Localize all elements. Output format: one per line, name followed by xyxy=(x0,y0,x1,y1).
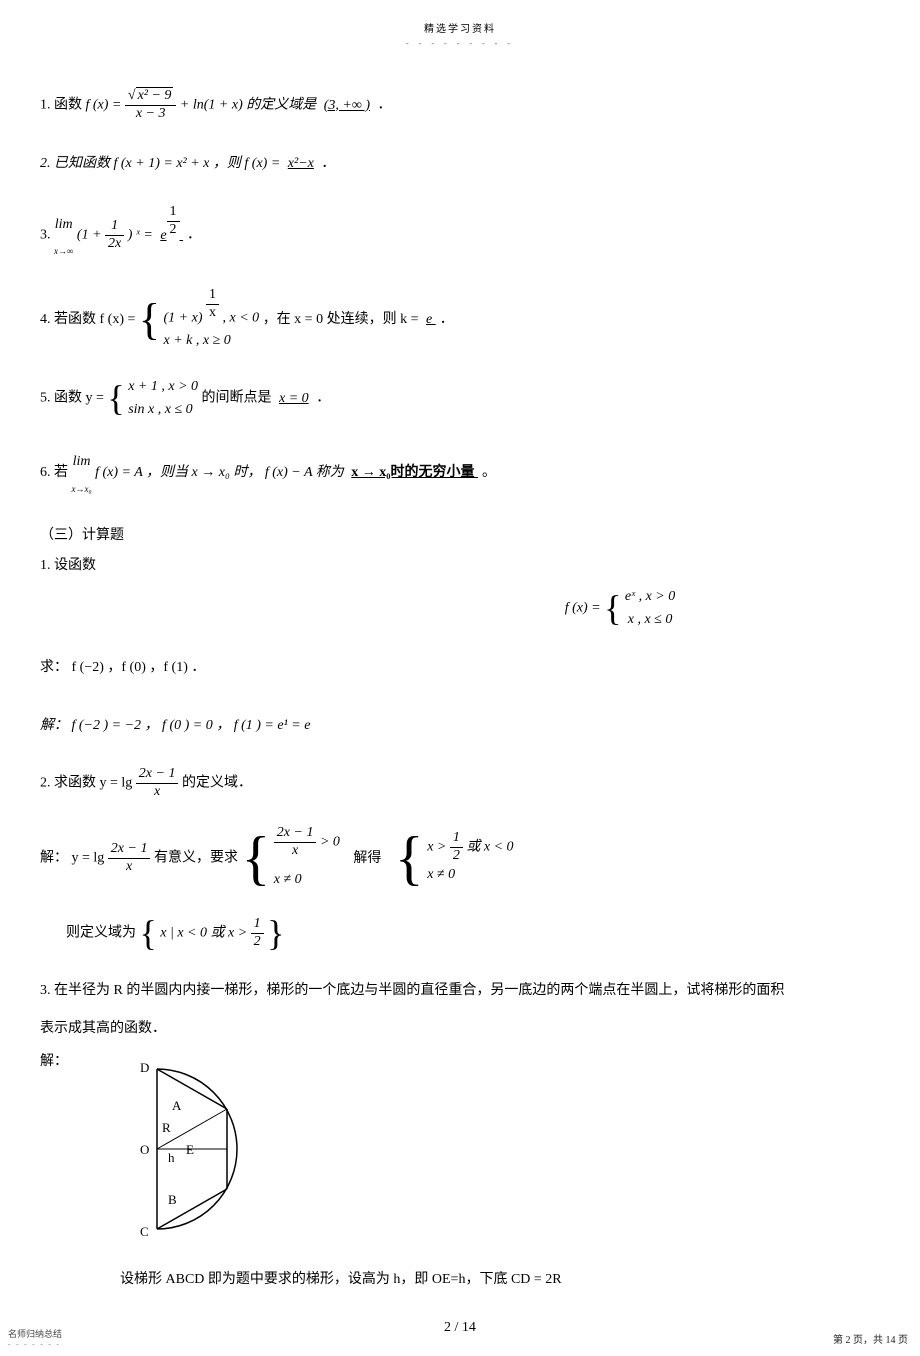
c2-label: 2. 求函数 y = lg xyxy=(40,776,136,791)
p5-end: ． xyxy=(316,391,330,406)
calc-1-solution: 解： f (−2 ) = −2 ， f (0 ) = 0 ， f (1 ) = … xyxy=(40,709,880,743)
p4-cases: (1 + x) 1x , x < 0 x + k , x ≥ 0 xyxy=(164,287,260,352)
calc-3-text: 3. 在半径为 R 的半圆内内接一梯形，梯形的一个底边与半圆的直径重合，另一底边… xyxy=(40,974,880,1008)
p5-mid: 的间断点是 xyxy=(202,391,276,406)
p3-frac: 1 2x xyxy=(105,218,124,253)
footer-left-dots: - - - - - - - xyxy=(8,1340,62,1348)
p5-label: 5. 函数 y = xyxy=(40,391,107,406)
p1-fx: f (x) = xyxy=(86,98,125,113)
problem-2: 2. 已知函数 f (x + 1) = x² + x ，则 f (x) = x²… xyxy=(40,147,880,181)
header-dots: - - - - - - - - - xyxy=(40,39,880,48)
p1-end: ． xyxy=(378,98,392,113)
calc-2-solution: 解： y = lg 2x − 1 x 有意义，要求 { 2x − 1x > 0 … xyxy=(40,825,880,892)
header-title: 精选学习资料 xyxy=(40,20,880,35)
semicircle-diagram: D A R O h E B C xyxy=(102,1054,302,1259)
p3-body: (1 + xyxy=(77,228,105,243)
calc-2: 2. 求函数 y = lg 2x − 1 x 的定义域． xyxy=(40,766,880,801)
section-3-label: （三）计算题 xyxy=(40,524,880,544)
brace-icon: { xyxy=(395,831,424,885)
p3-end: ． xyxy=(187,228,201,243)
problem-4: 4. 若函数 f (x) = { (1 + x) 1x , x < 0 x + … xyxy=(40,287,880,352)
calc-3-text-b: 表示成其高的函数． xyxy=(40,1012,880,1046)
calc-2-domain: 则定义域为 { x | x < 0 或 x > 1 2 } xyxy=(66,916,880,951)
svg-text:h: h xyxy=(168,1150,175,1165)
svg-text:E: E xyxy=(186,1142,194,1157)
brace-close-icon: } xyxy=(267,917,284,949)
c2-sol-a: 解： y = lg xyxy=(40,851,108,866)
p3-answer: e12 xyxy=(156,228,187,243)
p6-answer: x → x₀时的无穷小量 xyxy=(347,465,482,480)
problem-6: 6. 若 lim x→x₀ f (x) = A ，则当 x → x₀ 时， f … xyxy=(40,445,880,500)
svg-text:D: D xyxy=(140,1060,149,1075)
p3-lim: lim x→∞ xyxy=(54,208,73,263)
svg-text:B: B xyxy=(168,1192,177,1207)
c2-cases-2: x > 12 或 x < 0 x ≠ 0 xyxy=(427,830,513,887)
p6-body: f (x) = A ，则当 x → x₀ 时， f (x) − A 称为 xyxy=(95,465,347,480)
svg-text:O: O xyxy=(140,1142,149,1157)
brace-icon: { xyxy=(139,300,160,340)
p4-label: 4. 若函数 f (x) = xyxy=(40,312,139,327)
p2-answer: x²−x xyxy=(284,156,318,171)
p6-lim: lim x→x₀ xyxy=(72,445,92,500)
svg-text:R: R xyxy=(162,1120,171,1135)
c2-dom-a: 则定义域为 xyxy=(66,925,140,940)
c2-sol-mid: 有意义，要求 xyxy=(154,851,242,866)
brace-icon: { xyxy=(107,382,124,414)
svg-text:A: A xyxy=(172,1098,182,1113)
footer-left: 名师归纳总结 - - - - - - - xyxy=(8,1327,62,1348)
calc-3-last: 设梯形 ABCD 即为题中要求的梯形，设高为 h，即 OE=h，下底 CD = … xyxy=(120,1263,880,1297)
problem-5: 5. 函数 y = { x + 1 , x > 0 sin x , x ≤ 0 … xyxy=(40,376,880,421)
p4-end: ． xyxy=(440,312,454,327)
c2-tail: 的定义域． xyxy=(182,776,252,791)
svg-text:C: C xyxy=(140,1224,149,1239)
calc-1-eq: f (x) = { eˣ , x > 0 x , x ≤ 0 xyxy=(360,586,880,631)
problem-1: 1. 函数 f (x) = √x² − 9 x − 3 + ln(1 + x) … xyxy=(40,88,880,123)
p5-answer: x = 0 xyxy=(275,391,313,406)
p6-end: 。 xyxy=(482,465,496,480)
p3-label: 3. xyxy=(40,228,54,243)
c3-sol-label: 解： xyxy=(40,1054,68,1069)
calc-3-solution-row: 解： D A R O h E B xyxy=(40,1050,880,1263)
p4-answer: e xyxy=(422,312,440,327)
p1-frac: √x² − 9 x − 3 xyxy=(125,88,177,123)
c2-dom-frac: 1 2 xyxy=(251,916,264,951)
footer-left-1: 名师归纳总结 xyxy=(8,1327,62,1340)
p5-cases: x + 1 , x > 0 sin x , x ≤ 0 xyxy=(128,376,198,421)
p2-end: ． xyxy=(321,156,335,171)
p1-tail: + ln(1 + x) 的定义域是 xyxy=(180,98,320,113)
brace-open-icon: { xyxy=(140,917,157,949)
p6-label: 6. 若 xyxy=(40,465,72,480)
calc-1-label: 1. 设函数 xyxy=(40,554,880,574)
c2-frac: 2x − 1 x xyxy=(136,766,179,801)
problem-3: 3. lim x→∞ (1 + 1 2x ) ˣ = e12 ． xyxy=(40,204,880,263)
footer-right: 第 2 页，共 14 页 xyxy=(833,1331,908,1346)
page-number: 2 / 14 xyxy=(40,1320,880,1336)
p4-mid: ，在 x = 0 处连续，则 k = xyxy=(263,312,422,327)
p3-exp: ) ˣ = xyxy=(128,228,157,243)
brace-icon: { xyxy=(241,831,270,885)
c2-cases-1: 2x − 1x > 0 x ≠ 0 xyxy=(274,825,340,892)
c2-sol-mid2: 解得 xyxy=(353,851,385,866)
p1-label: 1. 函数 xyxy=(40,98,86,113)
c2-sol-frac: 2x − 1 x xyxy=(108,841,151,876)
p1-answer: (3, +∞ ) xyxy=(320,98,374,113)
p2-text: 2. 已知函数 f (x + 1) = x² + x ，则 f (x) = xyxy=(40,156,284,171)
calc-1-question: 求： f (−2) ，f (0) ，f (1) ． xyxy=(40,651,880,685)
c2-dom-body: x | x < 0 或 x > xyxy=(160,925,250,940)
